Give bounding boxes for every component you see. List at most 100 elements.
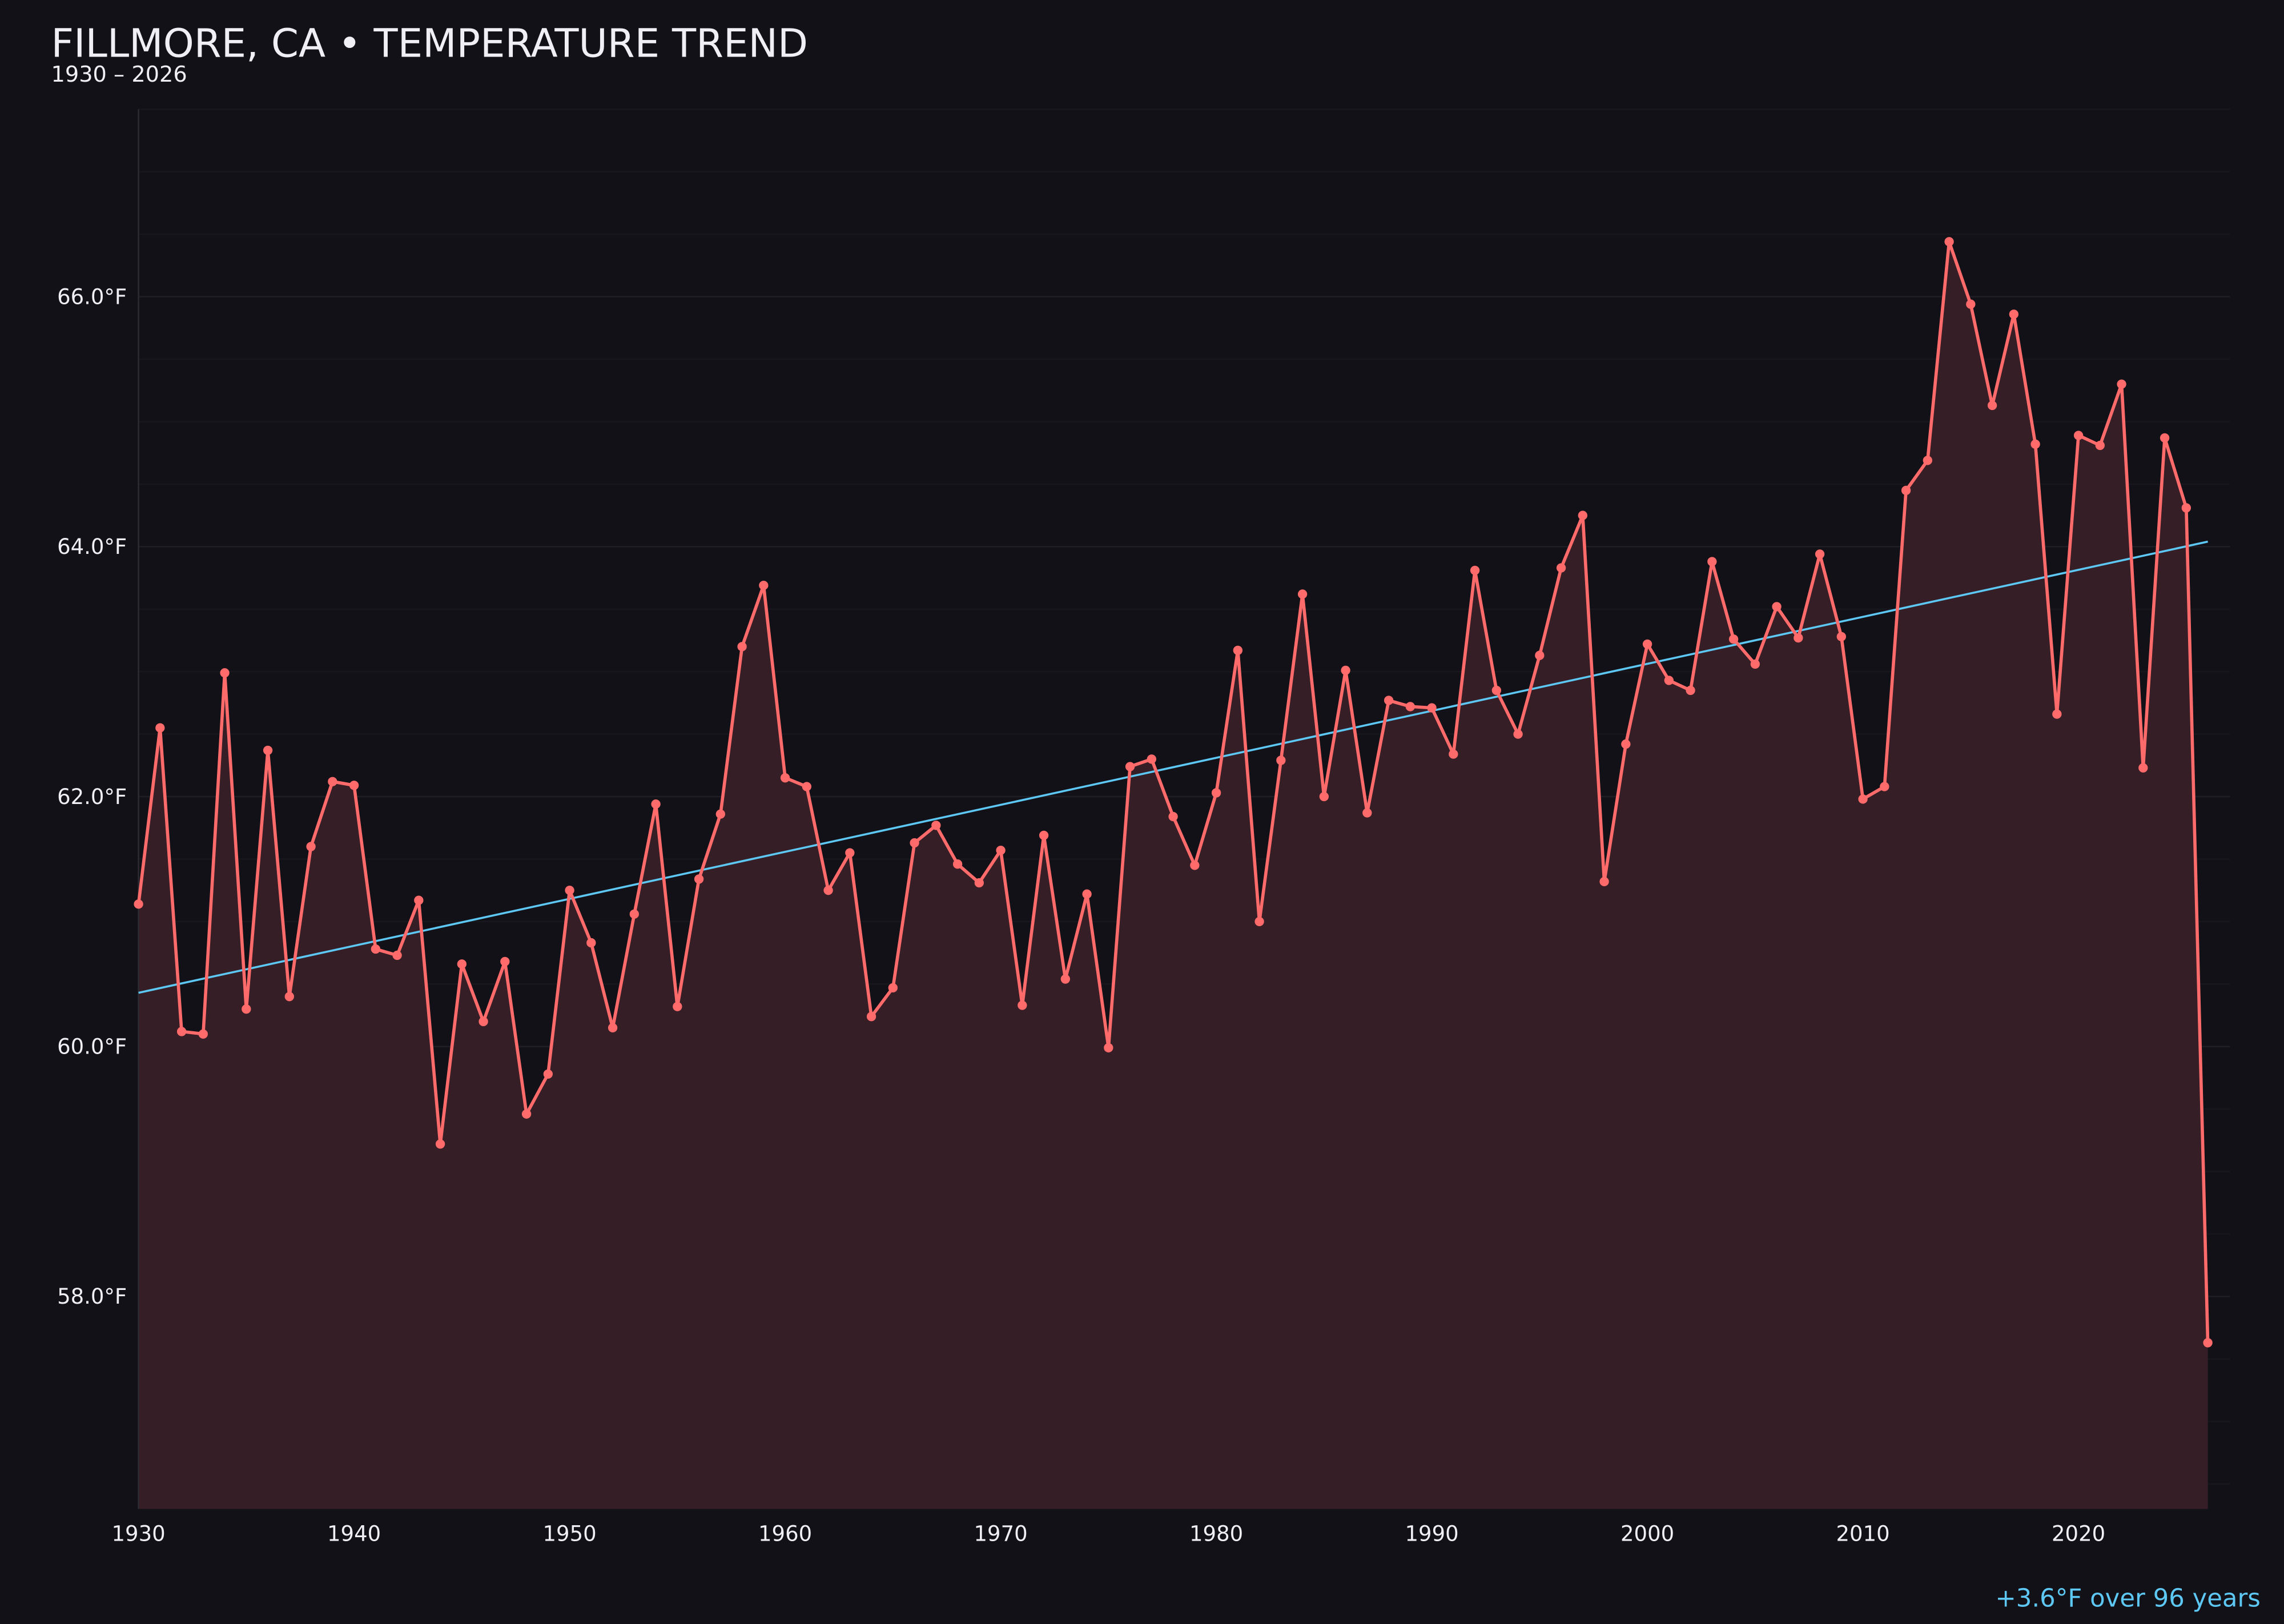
data-point — [414, 895, 424, 905]
data-point — [1384, 696, 1394, 705]
data-point — [1728, 634, 1739, 644]
x-tick-label: 1930 — [112, 1522, 166, 1546]
data-point — [952, 859, 963, 869]
data-point — [1513, 729, 1523, 739]
data-point — [2138, 763, 2148, 773]
data-point — [1039, 830, 1049, 841]
data-point — [629, 909, 639, 919]
data-point — [284, 992, 294, 1002]
data-point — [1427, 703, 1437, 713]
data-point — [2160, 433, 2170, 443]
x-tick-label: 1950 — [543, 1522, 597, 1546]
data-point — [1535, 650, 1545, 660]
data-point — [1987, 400, 1997, 411]
data-point — [1772, 602, 1782, 612]
y-tick-label: 66.0°F — [57, 284, 127, 309]
data-point — [1880, 782, 1889, 791]
data-point — [974, 878, 984, 888]
data-point — [1297, 589, 1308, 599]
data-point — [651, 799, 661, 809]
data-point — [1168, 811, 1178, 822]
data-point — [565, 885, 574, 895]
series-area-fill — [138, 242, 2208, 1509]
data-point — [1018, 1000, 1027, 1010]
data-point — [371, 944, 380, 954]
data-point — [1190, 861, 1200, 870]
data-point — [1254, 916, 1264, 927]
data-point — [1707, 557, 1717, 566]
data-point — [1449, 749, 1458, 759]
data-point — [737, 642, 747, 652]
data-point — [1211, 788, 1221, 798]
data-point — [1966, 299, 1976, 309]
data-point — [2095, 440, 2105, 451]
x-tick-label: 1990 — [1405, 1522, 1459, 1546]
data-point — [1815, 549, 1825, 559]
data-point — [392, 950, 402, 960]
y-axis-ticks: 58.0°F 60.0°F 62.0°F 64.0°F 66.0°F — [57, 284, 127, 1309]
data-point — [1944, 237, 1954, 247]
data-point — [866, 1012, 876, 1022]
data-point — [2052, 709, 2062, 719]
data-point — [694, 874, 704, 884]
data-point — [1923, 456, 1932, 465]
chart-title: FILLMORE, CA • TEMPERATURE TREND — [51, 21, 808, 66]
x-axis-ticks: 1930 1940 1950 1960 1970 1980 1990 2000 2010 2020 — [112, 1522, 2106, 1546]
data-point — [1836, 632, 1846, 642]
data-point — [435, 1139, 445, 1149]
data-point — [780, 773, 790, 783]
data-point — [1470, 565, 1480, 576]
data-point — [759, 580, 769, 590]
data-point — [1319, 791, 1329, 802]
x-tick-label: 1940 — [327, 1522, 381, 1546]
x-tick-label: 2020 — [2052, 1522, 2105, 1546]
data-point — [1621, 739, 1631, 749]
data-point — [1686, 685, 1695, 696]
data-point — [349, 781, 359, 790]
data-point — [2181, 503, 2191, 513]
x-tick-label: 1960 — [758, 1522, 812, 1546]
data-point — [2030, 439, 2040, 449]
x-tick-label: 1980 — [1189, 1522, 1243, 1546]
data-point — [2073, 431, 2084, 440]
data-point — [500, 956, 510, 967]
data-point — [457, 959, 467, 969]
data-point — [1491, 685, 1501, 696]
data-point — [1901, 485, 1911, 495]
data-point — [328, 777, 337, 786]
x-tick-label: 1970 — [974, 1522, 1028, 1546]
data-point — [1599, 877, 1609, 886]
data-point — [823, 885, 833, 895]
y-tick-label: 58.0°F — [57, 1284, 127, 1309]
data-point — [521, 1109, 532, 1119]
data-point — [1147, 754, 1156, 764]
data-point — [134, 899, 143, 909]
series-points — [134, 237, 2213, 1348]
y-tick-label: 60.0°F — [57, 1034, 127, 1059]
data-point — [478, 1016, 488, 1027]
data-point — [715, 809, 725, 819]
data-point — [1125, 762, 1135, 771]
data-point — [1362, 808, 1372, 818]
data-point — [910, 838, 919, 848]
data-point — [242, 1004, 251, 1014]
data-point — [2009, 309, 2018, 319]
x-tick-label: 2010 — [1836, 1522, 1890, 1546]
data-point — [2117, 379, 2126, 389]
trend-annotation: +3.6°F over 96 years — [1995, 1584, 2260, 1613]
data-point — [1405, 702, 1415, 711]
x-tick-label: 2000 — [1620, 1522, 1674, 1546]
data-point — [198, 1029, 208, 1039]
y-tick-label: 62.0°F — [57, 785, 127, 809]
data-point — [1276, 755, 1286, 765]
data-point — [608, 1023, 618, 1033]
data-point — [802, 782, 811, 791]
trend-line — [138, 540, 2208, 994]
data-point — [1750, 659, 1760, 669]
data-point — [586, 938, 596, 948]
data-point — [845, 848, 855, 858]
data-point — [888, 983, 898, 993]
data-point — [1060, 974, 1070, 984]
chart-subtitle: 1930 – 2026 — [51, 62, 187, 87]
